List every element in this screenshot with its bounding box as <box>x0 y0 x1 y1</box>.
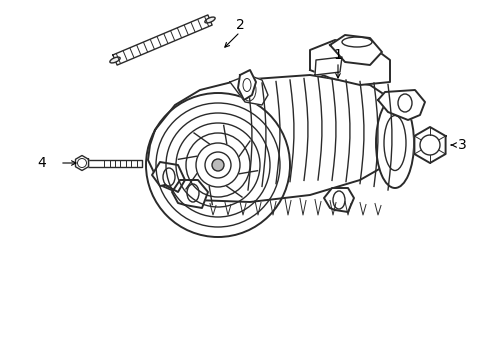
Polygon shape <box>238 70 256 100</box>
Circle shape <box>146 93 289 237</box>
Polygon shape <box>148 75 404 202</box>
Text: 2: 2 <box>235 18 244 32</box>
Ellipse shape <box>204 17 215 23</box>
Ellipse shape <box>375 98 413 188</box>
Polygon shape <box>413 127 445 163</box>
Polygon shape <box>309 40 389 85</box>
Polygon shape <box>113 15 212 65</box>
Polygon shape <box>329 35 381 65</box>
Polygon shape <box>324 188 353 212</box>
Text: 1: 1 <box>333 48 342 62</box>
Polygon shape <box>88 159 142 166</box>
Polygon shape <box>229 75 267 105</box>
Polygon shape <box>75 156 88 171</box>
Circle shape <box>212 159 224 171</box>
Polygon shape <box>152 162 184 192</box>
Polygon shape <box>377 90 424 120</box>
Ellipse shape <box>110 57 120 63</box>
Text: 4: 4 <box>38 156 46 170</box>
Text: 3: 3 <box>457 138 466 152</box>
Polygon shape <box>314 57 341 75</box>
Polygon shape <box>172 180 207 208</box>
